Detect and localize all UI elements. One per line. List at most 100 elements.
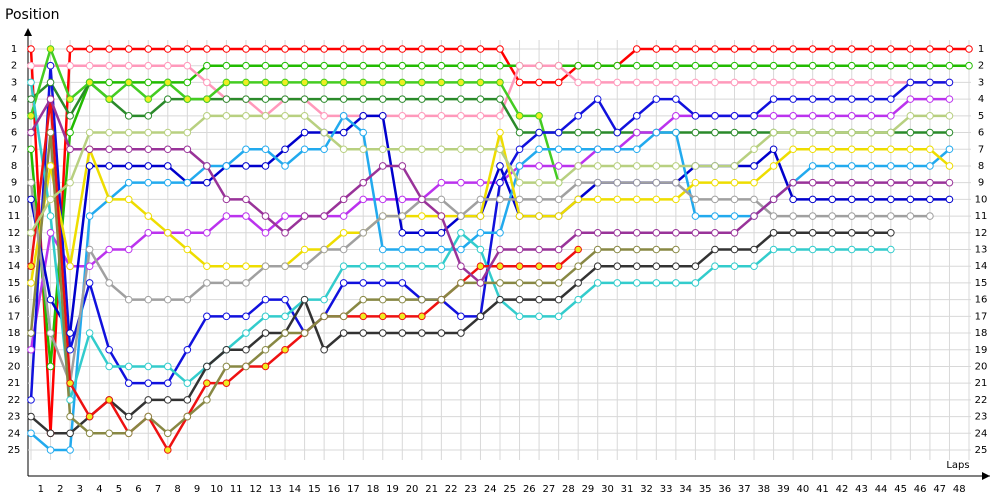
lap-marker xyxy=(652,61,661,70)
lap-marker xyxy=(418,195,426,204)
lap-marker xyxy=(144,78,153,87)
lap-marker xyxy=(300,112,309,120)
lap-marker xyxy=(808,78,817,87)
lap-marker xyxy=(847,178,856,187)
lap-marker xyxy=(750,178,758,187)
lap-marker xyxy=(554,145,563,154)
lap-marker xyxy=(632,178,641,187)
lap-marker xyxy=(574,162,582,170)
lap-marker xyxy=(339,212,348,220)
lap-marker xyxy=(730,162,739,170)
lap-marker xyxy=(711,128,719,137)
lap-marker xyxy=(300,329,309,337)
lap-marker xyxy=(828,228,837,237)
lap-marker xyxy=(222,212,231,220)
lap-marker xyxy=(418,61,426,70)
x-tick-label: 22 xyxy=(445,484,458,495)
lap-marker xyxy=(242,112,250,120)
lap-marker xyxy=(574,78,582,87)
y-tick-label: 2 xyxy=(11,61,17,72)
lap-marker xyxy=(339,195,348,204)
y-tick-label-right: 25 xyxy=(975,445,988,456)
x-tick-label: 42 xyxy=(836,484,849,495)
lap-marker xyxy=(515,245,524,254)
y-tick-label: 9 xyxy=(11,178,17,189)
lap-marker xyxy=(46,45,55,53)
lap-marker xyxy=(222,95,231,103)
lap-marker xyxy=(457,61,465,70)
lap-marker xyxy=(418,245,426,254)
lap-marker xyxy=(769,162,778,170)
lap-marker xyxy=(847,78,856,87)
x-tick-label: 36 xyxy=(718,484,731,495)
lap-marker xyxy=(808,162,817,170)
lap-marker xyxy=(163,95,172,103)
lap-marker xyxy=(183,228,192,237)
lap-marker xyxy=(554,61,563,70)
lap-marker xyxy=(535,195,543,204)
lap-marker xyxy=(378,329,387,337)
lap-marker xyxy=(203,178,211,187)
lap-marker xyxy=(515,295,524,304)
lap-marker xyxy=(926,78,934,87)
lap-marker xyxy=(261,295,270,304)
lap-marker xyxy=(515,262,524,271)
lap-marker xyxy=(418,312,426,321)
lap-marker xyxy=(593,78,602,87)
lap-marker xyxy=(535,295,543,304)
lap-marker xyxy=(300,45,309,53)
lap-marker xyxy=(437,45,446,53)
lap-marker xyxy=(398,112,407,120)
lap-marker xyxy=(242,61,250,70)
y-tick-label: 12 xyxy=(8,228,21,239)
x-tick-label: 15 xyxy=(308,484,321,495)
lap-marker xyxy=(730,228,739,237)
lap-marker xyxy=(105,95,113,103)
lap-marker xyxy=(27,195,35,204)
lap-marker xyxy=(867,228,876,237)
lap-marker xyxy=(789,78,797,87)
lap-marker xyxy=(46,446,55,454)
lap-marker xyxy=(261,61,270,70)
x-tick-label: 30 xyxy=(601,484,614,495)
lap-marker xyxy=(85,279,94,287)
lap-marker xyxy=(632,112,641,120)
x-axis-label: Laps xyxy=(946,460,969,471)
lap-marker xyxy=(66,128,74,137)
lap-marker xyxy=(515,128,524,137)
x-tick-label: 1 xyxy=(38,484,44,495)
lap-marker xyxy=(476,145,485,154)
y-tick-label: 7 xyxy=(11,144,17,155)
lap-marker xyxy=(554,262,563,271)
x-tick-label: 14 xyxy=(288,484,301,495)
grid xyxy=(28,40,971,460)
lap-marker xyxy=(769,245,778,254)
lap-marker xyxy=(789,212,797,220)
lap-marker xyxy=(496,162,504,170)
y-tick-label-right: 24 xyxy=(975,428,988,439)
lap-marker xyxy=(183,379,192,387)
lap-marker xyxy=(261,312,270,321)
lap-marker xyxy=(652,162,661,170)
lap-marker xyxy=(593,95,602,103)
lap-marker xyxy=(85,429,94,438)
lap-marker xyxy=(105,128,113,137)
lap-marker xyxy=(27,112,35,120)
lap-marker xyxy=(46,295,55,304)
lap-marker xyxy=(750,212,758,220)
y-tick-label: 19 xyxy=(8,345,21,356)
lap-marker xyxy=(789,112,797,120)
lap-marker xyxy=(867,61,876,70)
lap-marker xyxy=(85,245,94,254)
lap-marker xyxy=(828,128,837,137)
lap-marker xyxy=(867,212,876,220)
lap-marker xyxy=(85,78,94,87)
lap-marker xyxy=(535,312,543,321)
x-tick-label: 4 xyxy=(96,484,102,495)
lap-marker xyxy=(418,78,426,87)
lap-marker xyxy=(378,295,387,304)
x-tick-label: 38 xyxy=(757,484,770,495)
lap-marker xyxy=(711,45,719,53)
lap-marker xyxy=(867,78,876,87)
lap-marker xyxy=(867,95,876,103)
